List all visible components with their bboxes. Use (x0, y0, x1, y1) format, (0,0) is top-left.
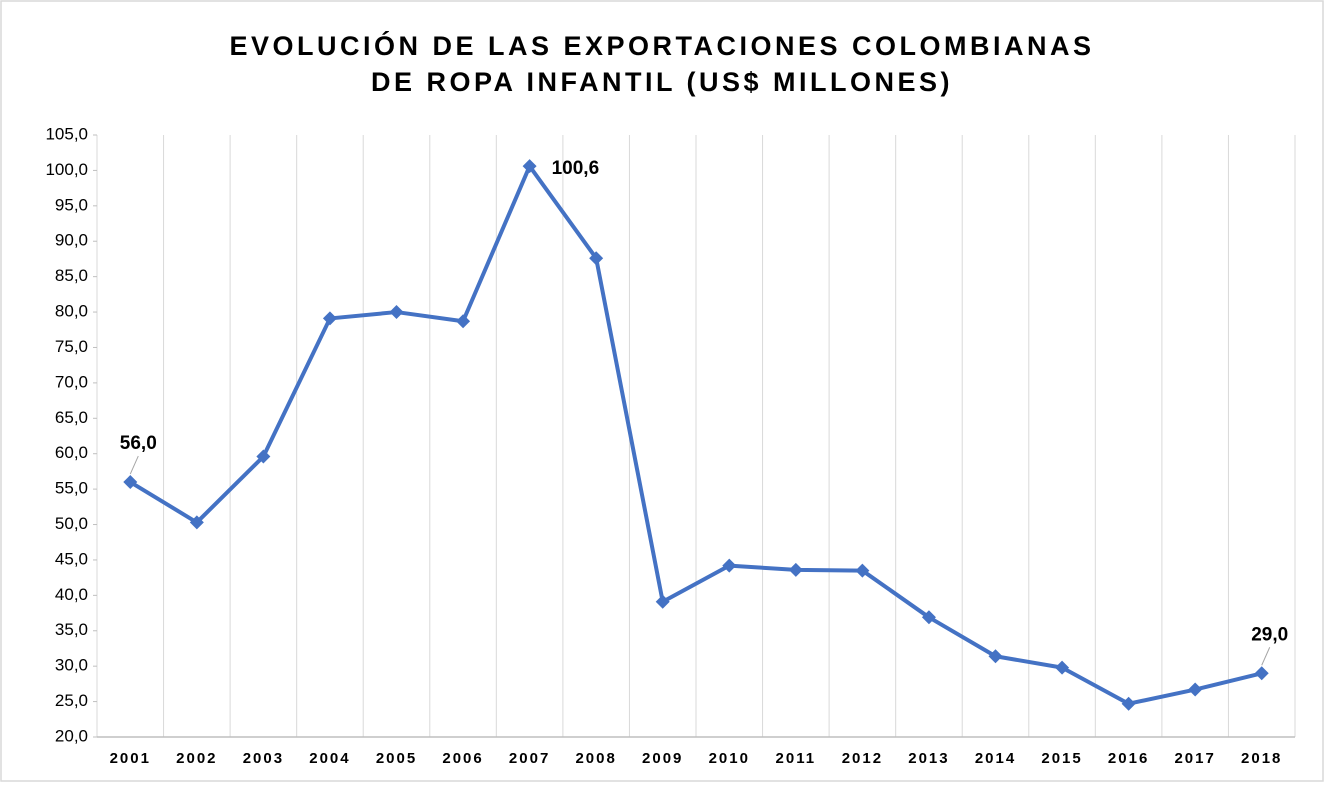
x-tick-label: 2002 (176, 750, 217, 767)
x-tick-label: 2013 (908, 750, 949, 767)
label-leader (129, 455, 139, 475)
x-tick-label: 2014 (975, 750, 1016, 767)
x-tick-label: 2004 (309, 750, 350, 767)
y-tick-label: 55,0 (55, 479, 88, 498)
x-tick-label: 2017 (1174, 750, 1215, 767)
x-tick-label: 2006 (442, 750, 483, 767)
y-tick-label: 65,0 (55, 408, 88, 427)
x-tick-label: 2015 (1041, 750, 1082, 767)
marker (855, 563, 870, 578)
marker (256, 449, 271, 464)
y-tick-label: 95,0 (55, 195, 88, 214)
y-tick-label: 25,0 (55, 691, 88, 710)
x-tick-label: 2018 (1241, 750, 1282, 767)
x-tick-label: 2010 (709, 750, 750, 767)
y-tick-label: 60,0 (55, 443, 88, 462)
data-label: 56,0 (120, 433, 157, 454)
x-tick-label: 2011 (776, 750, 817, 767)
marker (788, 562, 803, 577)
marker (1188, 682, 1203, 697)
chart-title: DE ROPA INFANTIL (US$ MILLONES) (371, 67, 953, 97)
x-tick-label: 2001 (110, 750, 151, 767)
x-tick-label: 2008 (575, 750, 616, 767)
y-tick-label: 85,0 (55, 266, 88, 285)
marker (123, 475, 138, 490)
x-tick-label: 2007 (509, 750, 550, 767)
y-tick-label: 20,0 (55, 726, 88, 745)
data-label: 100,6 (552, 158, 600, 179)
data-label: 29,0 (1251, 624, 1288, 645)
marker (1055, 660, 1070, 675)
x-tick-label: 2012 (842, 750, 883, 767)
marker (522, 159, 537, 174)
y-tick-label: 90,0 (55, 231, 88, 250)
x-tick-label: 2003 (243, 750, 284, 767)
y-tick-label: 35,0 (55, 620, 88, 639)
marker (1121, 696, 1136, 711)
line (129, 164, 1263, 706)
y-tick-label: 70,0 (55, 372, 88, 391)
y-tick-label: 45,0 (55, 549, 88, 568)
x-tick-label: 2016 (1108, 750, 1149, 767)
y-tick-label: 30,0 (55, 656, 88, 675)
x-tick-label: 2009 (642, 750, 683, 767)
y-tick-label: 50,0 (55, 514, 88, 533)
marker (456, 314, 471, 329)
x-tick-label: 2005 (376, 750, 417, 767)
marker (1254, 666, 1269, 681)
marker (589, 251, 604, 266)
label-leader (1261, 647, 1271, 666)
marker (722, 558, 737, 573)
marker (988, 649, 1003, 664)
marker (389, 305, 404, 320)
y-tick-label: 105,0 (45, 124, 88, 143)
y-tick-label: 80,0 (55, 302, 88, 321)
marker (921, 610, 936, 625)
marker (322, 311, 337, 326)
marker (655, 594, 670, 609)
y-tick-label: 75,0 (55, 337, 88, 356)
marker (189, 515, 204, 530)
y-tick-label: 100,0 (45, 160, 88, 179)
y-tick-label: 40,0 (55, 585, 88, 604)
chart-title: EVOLUCIÓN DE LAS EXPORTACIONES COLOMBIAN… (229, 30, 1094, 61)
